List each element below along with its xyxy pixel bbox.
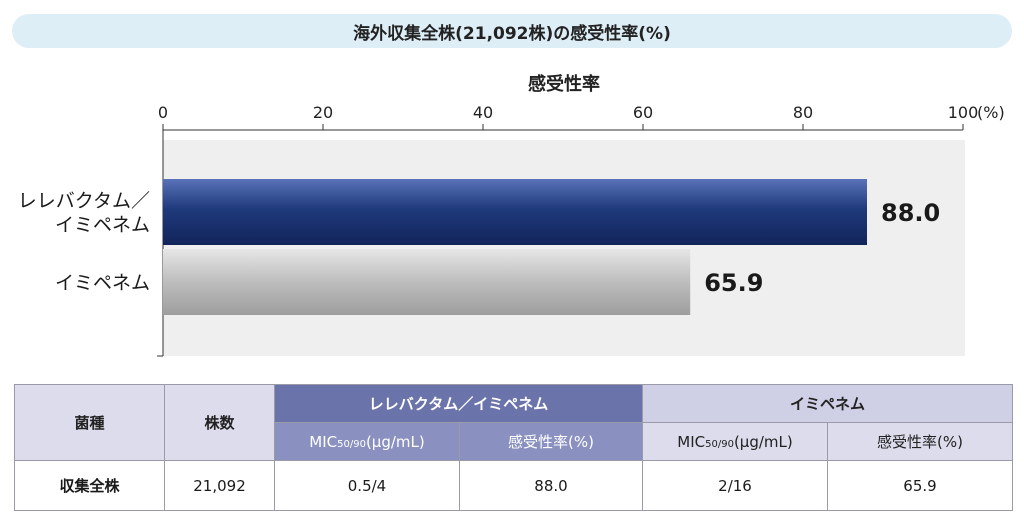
mic-subscript: 50/90 (337, 438, 366, 450)
x-tick-label: 20 (313, 103, 333, 122)
x-tick-label: 0 (158, 103, 168, 122)
bar-chart: 感受性率 0 20 40 60 80 100(%) 88.0レレバクタム／イミペネム65.… (18, 73, 1005, 357)
cell-imi-mic: 2/16 (642, 460, 828, 511)
summary-table: 菌種 株数 レレバクタム／イミペネム イミペネム MIC50/90(μg/mL)… (14, 384, 1014, 511)
header-species: 菌種 (14, 384, 165, 461)
mic-unit: (μg/mL) (365, 432, 425, 451)
table-row: 収集全株 21,092 0.5/4 88.0 2/16 65.9 (14, 460, 1014, 511)
header-rel-rate: 感受性率(%) (459, 422, 643, 461)
plot-background (163, 140, 965, 356)
x-axis-title: 感受性率 (528, 73, 600, 95)
bar-value-label: 65.9 (704, 269, 763, 297)
header-imi-rate: 感受性率(%) (826, 422, 1014, 461)
x-axis: 0 20 40 60 80 100(%) (158, 103, 1005, 131)
x-tick-label: 100 (948, 103, 979, 122)
mic-subscript: 50/90 (705, 438, 734, 450)
category-label: イミペネム (55, 214, 150, 236)
category-label: レレバクタム／ (18, 190, 150, 212)
header-group-relebactam: レレバクタム／イミペネム (274, 384, 643, 423)
cell-rel-mic: 0.5/4 (274, 460, 460, 511)
y-axis (157, 130, 164, 357)
x-tick-label: 40 (473, 103, 493, 122)
bar (163, 179, 867, 245)
cell-rel-rate: 88.0 (459, 460, 643, 511)
chart-title-text: 海外収集全株(21,092株)の感受性率(%) (353, 23, 671, 44)
chart-title: 海外収集全株(21,092株)の感受性率(%) (12, 14, 1012, 48)
mic-label: MIC (677, 432, 706, 451)
bar-value-label: 88.0 (881, 199, 940, 227)
x-tick-label: 60 (633, 103, 653, 122)
mic-unit: (μg/mL) (733, 432, 793, 451)
category-label: イミペネム (55, 272, 150, 294)
header-count: 株数 (164, 384, 275, 461)
x-axis-unit: (%) (977, 103, 1005, 122)
cell-count: 21,092 (164, 460, 275, 511)
mic-label: MIC (309, 432, 338, 451)
header-group-imipenem: イミペネム (641, 384, 1014, 423)
cell-species: 収集全株 (14, 460, 165, 511)
x-tick-label: 80 (793, 103, 813, 122)
cell-imi-rate: 65.9 (826, 460, 1014, 511)
header-rel-mic: MIC50/90(μg/mL) (274, 422, 460, 461)
bar (163, 249, 691, 315)
header-imi-mic: MIC50/90(μg/mL) (642, 422, 828, 461)
